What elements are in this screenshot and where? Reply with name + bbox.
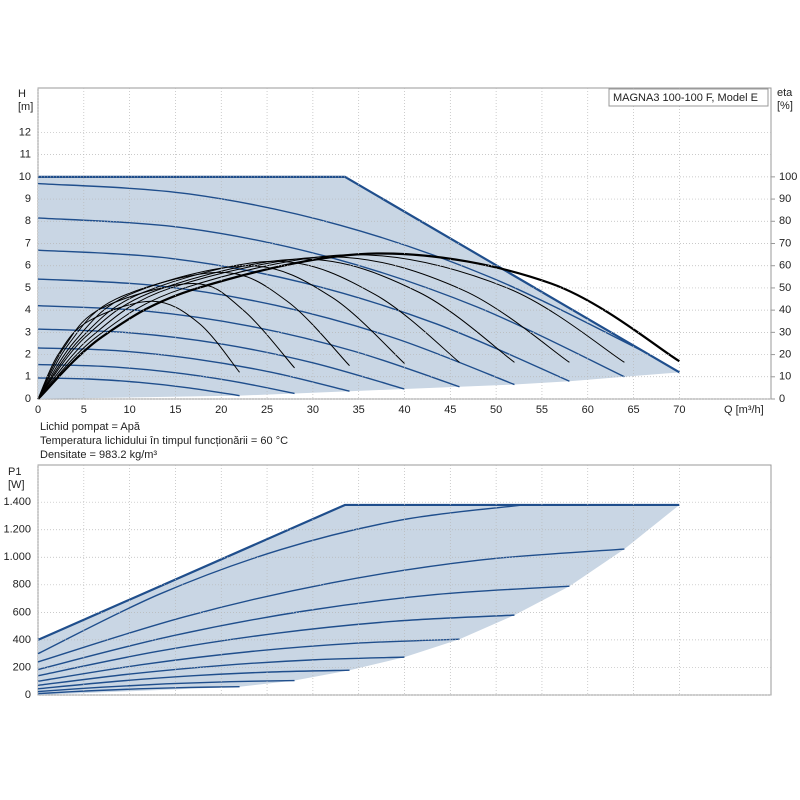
speed-curve [37,669,350,690]
efficiency-curve [37,300,240,400]
x-tick-label: 15 [169,404,181,416]
speed-curve [37,638,460,682]
speed-curve [37,305,460,388]
y2-tick-label: 20 [779,348,791,360]
y2-tick-label: 40 [779,304,791,316]
y2-tick-label: 30 [779,326,791,338]
speed-curve [37,548,625,663]
annotation: Temperatura lichidului în timpul funcțio… [40,435,288,447]
x-tick-label: 65 [627,404,639,416]
x-tick-label: 70 [673,404,685,416]
operating-area [38,504,680,695]
x-tick-label: 30 [307,404,319,416]
y-tick-label: 3 [25,326,31,338]
speed-curve [37,377,240,397]
y-tick-label: 200 [13,661,31,673]
y-tick-label: 12 [19,126,31,138]
speed-curve [37,585,570,671]
y-tick-label: 1 [25,371,31,383]
y-tick-label: 4 [25,304,31,316]
x-tick-label: 45 [444,404,456,416]
y-axis-label: H [18,88,26,100]
y-tick-label: 1.200 [3,524,31,536]
y-tick-label: 1.000 [3,551,31,563]
speed-curve [37,363,295,395]
x-tick-label: 40 [398,404,410,416]
y-tick-label: 9 [25,193,31,205]
y2-axis-label: eta [777,87,793,99]
x-tick-label: 10 [124,404,136,416]
efficiency-curve [37,256,570,400]
y-tick-label: 11 [20,149,31,161]
x-tick-label: 5 [81,404,87,416]
speed-curve [37,504,524,655]
chart-title: MAGNA3 100-100 F, Model E [613,92,758,104]
efficiency-curve [37,282,295,400]
speed-curve [37,278,515,386]
x-axis-label: Q [m³/h] [724,404,764,416]
speed-curve [37,656,405,687]
y-tick-label: 5 [25,282,31,294]
y2-axis-label: [%] [777,100,793,112]
y-tick-label: 7 [25,237,31,249]
y-tick-label: 6 [25,260,31,272]
y-tick-label: 0 [25,393,31,405]
y-tick-label: 600 [13,606,31,618]
y2-tick-label: 10 [779,371,791,383]
y2-tick-label: 80 [779,215,791,227]
speed-curve [37,347,350,392]
speed-curve [37,182,644,352]
y-tick-label: 800 [13,579,31,591]
y-tick-label: 400 [13,634,31,646]
annotation: Lichid pompat = Apă [40,421,141,433]
efficiency-curve [37,265,405,400]
annotation: Densitate = 983.2 kg/m³ [40,449,157,461]
speed-curve [37,614,515,677]
speed-curve [37,249,570,382]
y-tick-label: 2 [25,348,31,360]
y2-tick-label: 60 [779,260,791,272]
max-curve [37,503,680,641]
efficiency-curve [37,254,625,400]
y-tick-label: 8 [25,215,31,227]
x-tick-label: 20 [215,404,227,416]
model-box [608,88,769,107]
x-tick-label: 25 [261,404,273,416]
y-tick-label: 10 [19,171,31,183]
y-tick-label: 0 [25,689,31,701]
x-tick-label: 35 [353,404,365,416]
operating-area [38,176,680,399]
efficiency-curve [37,252,680,400]
y-axis-label: [W] [8,479,25,491]
speed-curve [37,686,240,695]
x-tick-label: 50 [490,404,502,416]
y2-tick-label: 0 [779,393,785,405]
y-axis-label: P1 [8,466,21,478]
y-axis-label: [m] [18,101,33,113]
efficiency-curve [37,258,515,400]
y2-tick-label: 90 [779,193,791,205]
x-tick-label: 0 [35,404,41,416]
y2-tick-label: 50 [779,282,791,294]
y2-tick-label: 70 [779,237,791,249]
x-tick-label: 55 [536,404,548,416]
y-tick-label: 1.400 [3,496,31,508]
speed-curve [37,679,295,693]
y2-tick-label: 100 [779,171,797,183]
efficiency-curve [37,260,460,400]
x-tick-label: 60 [582,404,594,416]
